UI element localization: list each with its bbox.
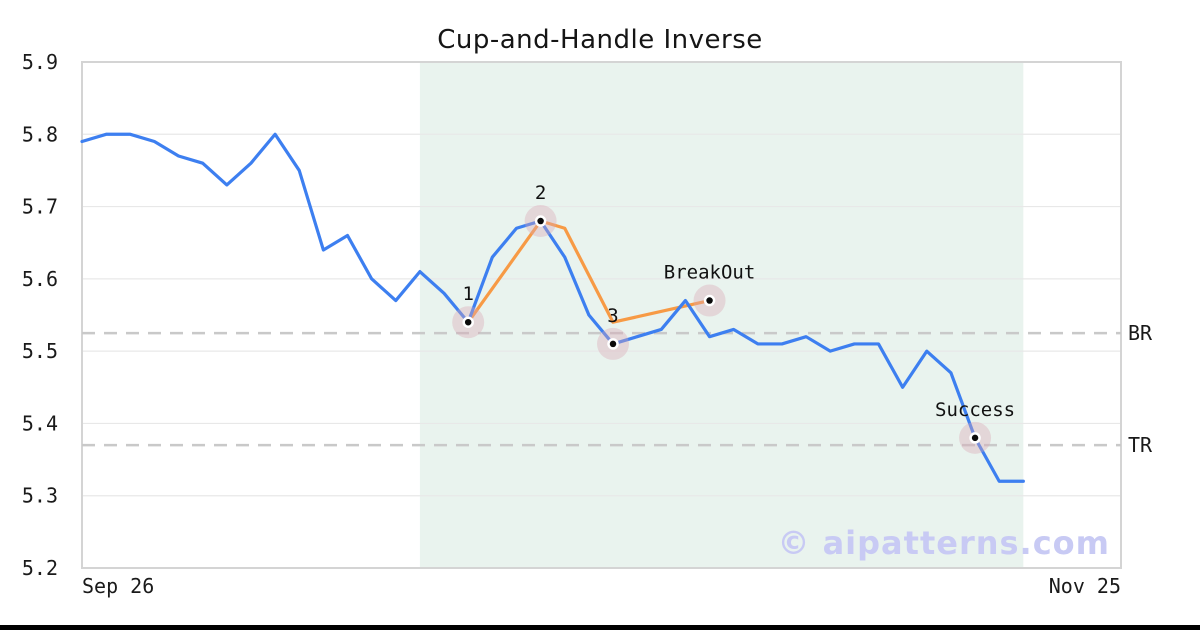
bottom-border-bar [0,625,1200,630]
pattern-line [466,219,712,324]
y-tick-label: 5.4 [22,411,58,435]
marker-label-success: Success [935,399,1015,421]
y-tick-label: 5.5 [22,339,58,363]
marker-dot [703,294,716,307]
price-line [80,132,1025,483]
level-label-br: BR [1128,321,1153,345]
marker-dot [969,432,981,444]
y-tick-label: 5.8 [22,122,58,146]
watermark: © aipatterns.com [777,524,1110,562]
marker-dot [462,316,474,328]
y-tick-label: 5.7 [22,195,58,219]
marker-label-breakout: BreakOut [664,262,756,284]
marker-label-1: 1 [462,283,473,305]
y-tick-label: 5.9 [22,50,58,74]
y-tick-label: 5.3 [22,484,58,508]
marker-label-2: 2 [535,182,546,204]
y-tick-label: 5.6 [22,267,58,291]
y-tick-label: 5.2 [22,556,58,580]
x-axis-tick-end: Nov 25 [1048,574,1121,598]
pattern-highlight-region [419,62,1024,568]
marker-dot [607,338,619,350]
plot-border [81,61,1122,569]
marker-label-3: 3 [607,305,618,327]
chart-title: Cup-and-Handle Inverse [437,25,763,55]
level-label-tr: TR [1128,433,1153,457]
marker-dot [534,215,547,227]
x-axis-tick-start: Sep 26 [82,574,155,598]
